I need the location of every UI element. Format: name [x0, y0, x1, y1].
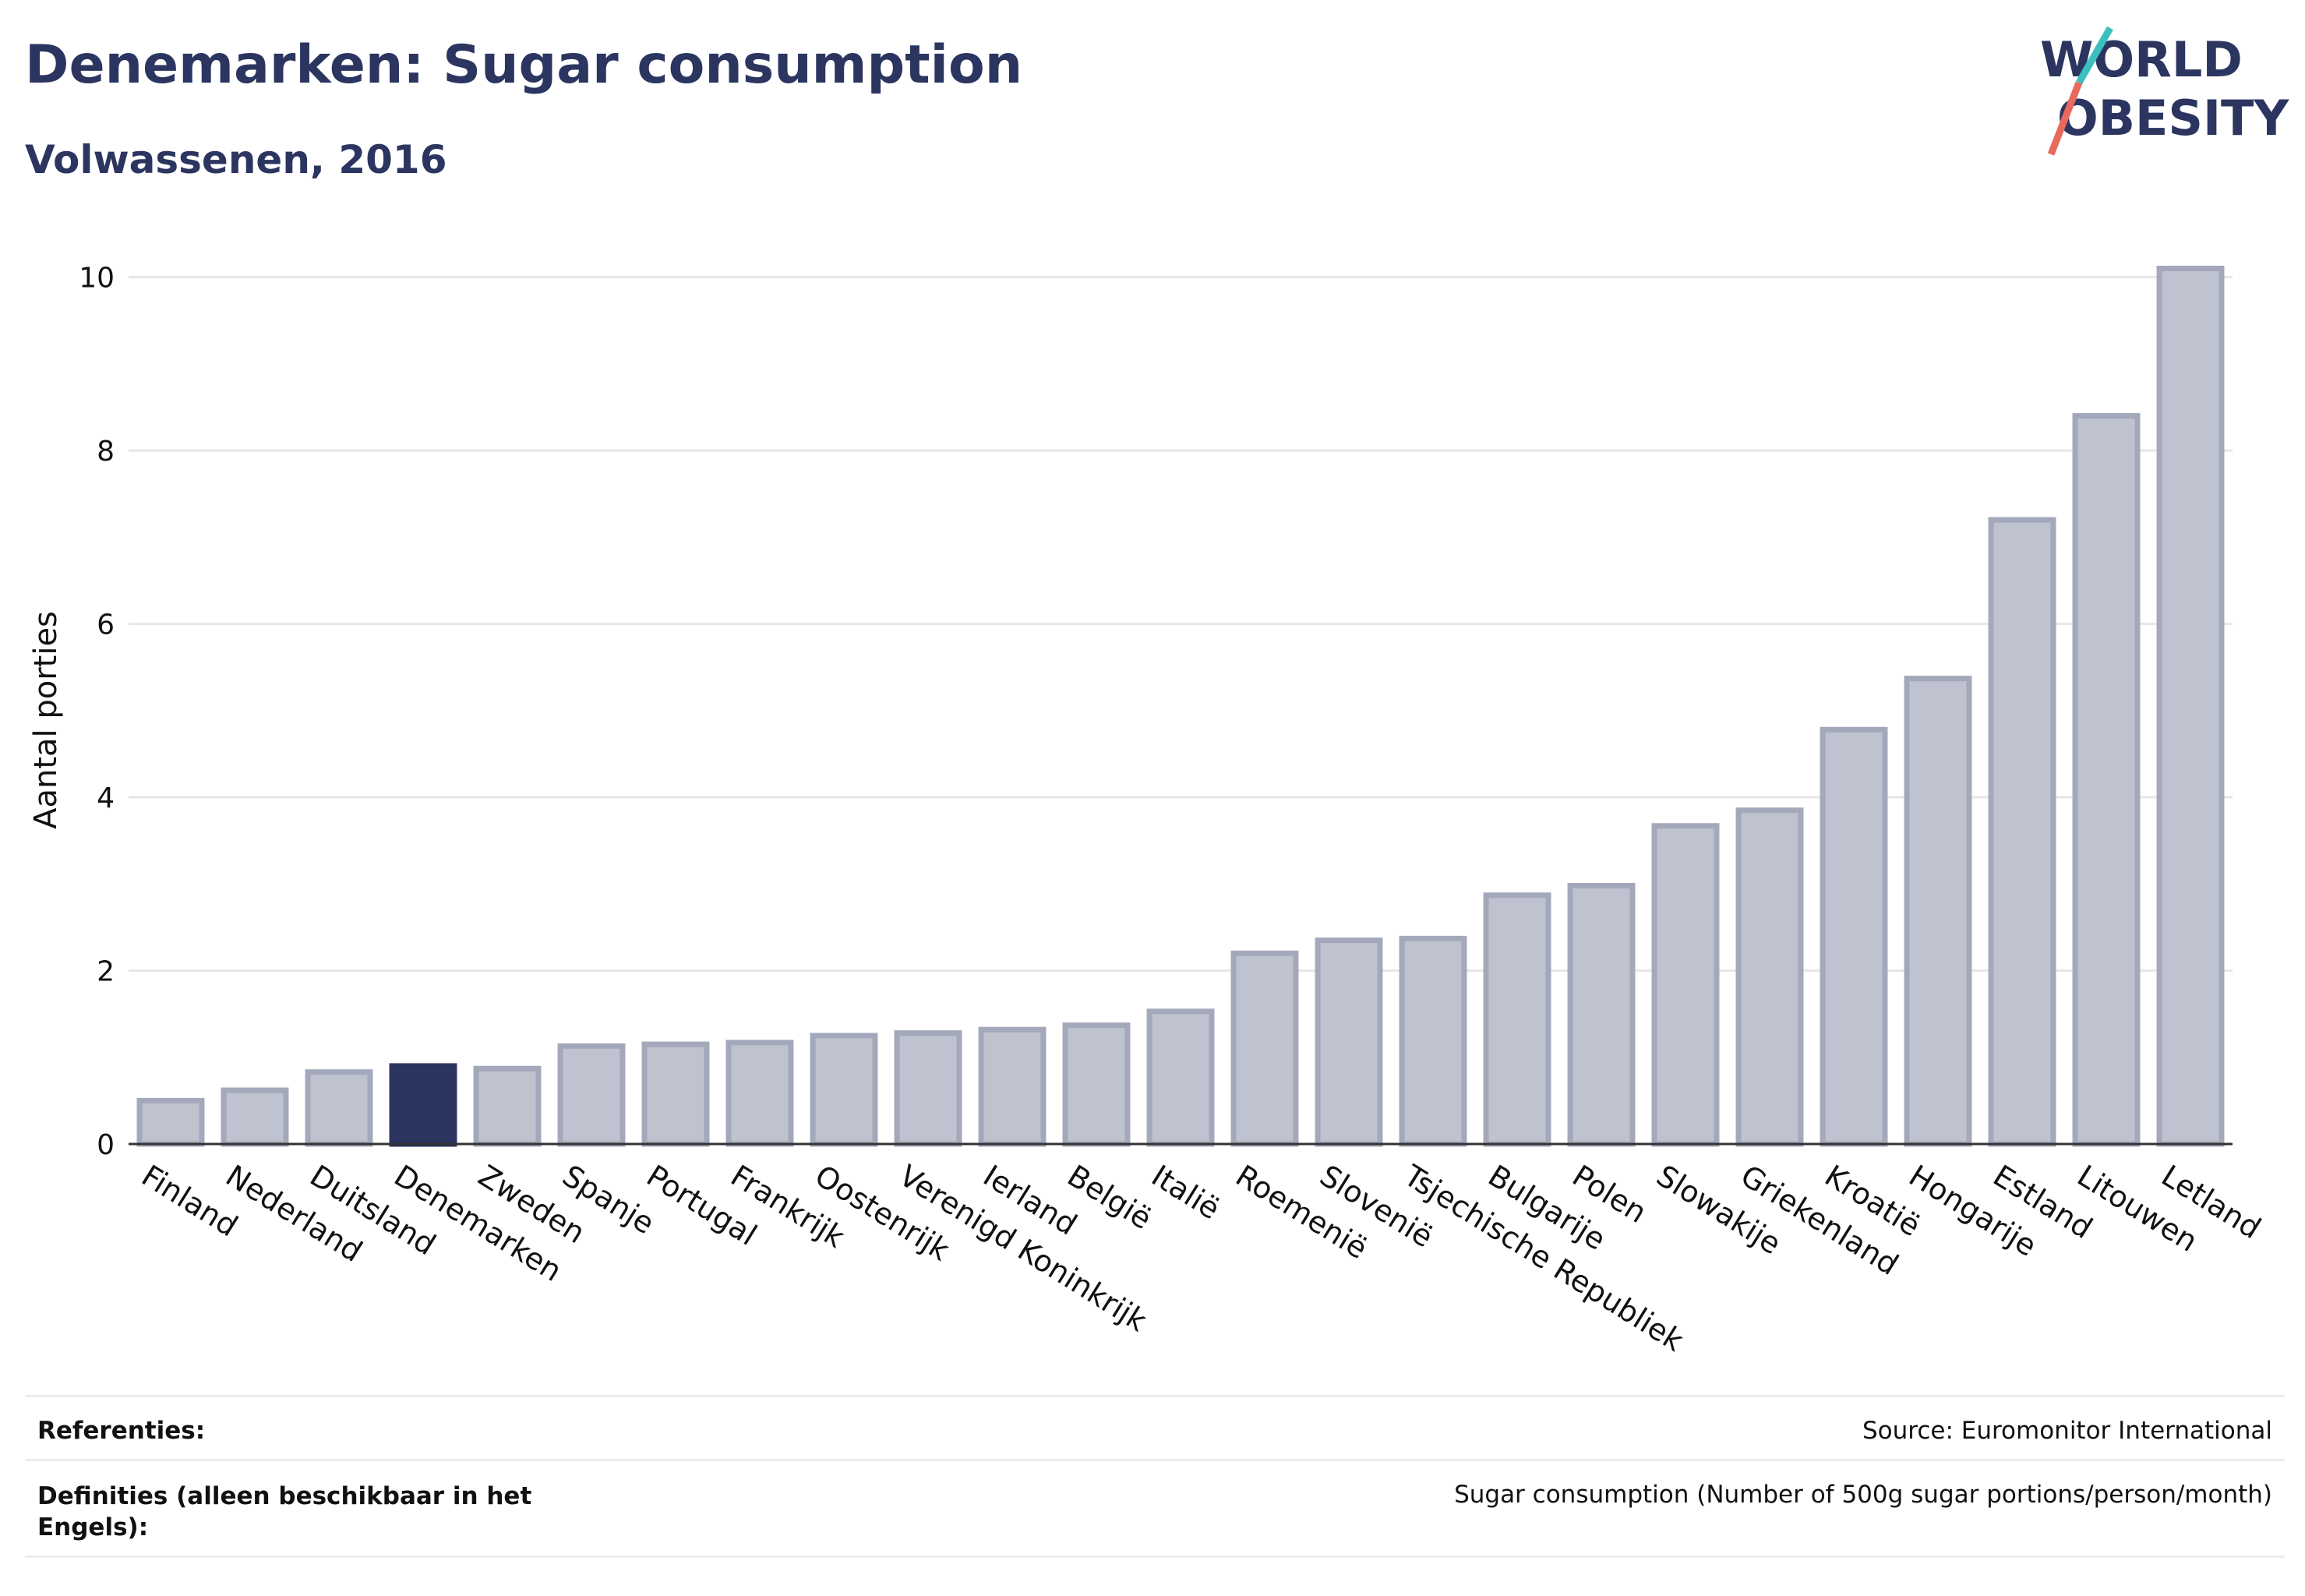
bar-ierland — [978, 1026, 1047, 1147]
bar-zweden — [473, 1065, 542, 1147]
bar-letland — [2156, 265, 2225, 1147]
bar-roemeni- — [1230, 950, 1299, 1147]
x-tick-label: België — [1061, 1158, 1157, 1236]
bar-estland — [1988, 517, 2056, 1147]
bar-polen — [1567, 883, 1636, 1147]
y-tick-label: 0 — [97, 1129, 115, 1161]
chart-subtitle: Volwassenen, 2016 — [25, 137, 447, 182]
bar-belgi- — [1062, 1022, 1131, 1147]
svg-text:OBESITY: OBESITY — [2057, 90, 2289, 147]
footer-divider-middle — [25, 1459, 2285, 1461]
definitions-row: Definities (alleen beschikbaar in het En… — [25, 1481, 2285, 1551]
svg-text:WORLD: WORLD — [2040, 31, 2243, 88]
bar-spanje — [557, 1043, 626, 1147]
x-tick-label: Italië — [1145, 1158, 1226, 1226]
references-label: Referenties: — [37, 1417, 206, 1445]
y-axis-label: Aantal porties — [28, 611, 64, 829]
bar-duitsland — [305, 1069, 373, 1147]
bar-sloveni- — [1315, 937, 1383, 1147]
y-tick-label: 6 — [97, 609, 115, 641]
bar-tsjechische-republiek — [1399, 935, 1467, 1147]
bar-nederland — [221, 1087, 289, 1147]
footer-divider-bottom — [25, 1555, 2285, 1558]
bar-itali- — [1146, 1008, 1215, 1147]
definitions-label: Definities (alleen beschikbaar in het En… — [37, 1482, 532, 1541]
x-tick-label: Finland — [136, 1158, 243, 1243]
world-obesity-logo: WORLD OBESITY — [2040, 26, 2289, 156]
y-tick-label: 2 — [97, 956, 115, 988]
references-value: Source: Euromonitor International — [1862, 1417, 2272, 1445]
y-tick-label: 10 — [79, 263, 115, 295]
bar-litouwen — [2072, 413, 2141, 1147]
bar-oostenrijk — [810, 1033, 878, 1147]
bar-portugal — [641, 1041, 710, 1147]
bar-slowakije — [1651, 823, 1720, 1147]
bar-hongarije — [1904, 676, 1972, 1147]
definitions-value: Sugar consumption (Number of 500g sugar … — [1454, 1481, 2272, 1509]
bar-kroati- — [1820, 726, 1888, 1147]
bar-bulgarije — [1483, 892, 1551, 1147]
page-title: Denemarken: Sugar consumption — [25, 34, 1023, 96]
bar-griekenland — [1735, 807, 1804, 1147]
footer-divider-top — [25, 1395, 2285, 1397]
references-row: Referenties: Source: Euromonitor Interna… — [25, 1417, 2285, 1456]
y-tick-label: 8 — [97, 436, 115, 468]
y-tick-label: 4 — [97, 782, 115, 814]
bar-finland — [136, 1097, 205, 1147]
bar-verenigd-koninkrijk — [894, 1030, 962, 1147]
bar-denemarken — [389, 1063, 457, 1147]
bar-frankrijk — [725, 1040, 794, 1147]
